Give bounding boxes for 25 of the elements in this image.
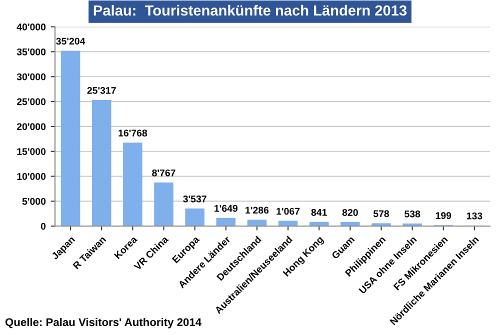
chart-title: Palau: Touristenankünfte nach Ländern 2013 (94, 4, 407, 16)
data-label: 8'767 (152, 169, 176, 176)
y-tick-label: 35'000 (16, 48, 46, 56)
data-label: 820 (342, 209, 358, 216)
data-label: 538 (404, 210, 420, 218)
data-label: 841 (311, 208, 327, 216)
data-label: 578 (373, 210, 390, 218)
y-tick-label: 5'000 (22, 198, 46, 205)
y-tick-label: 25'000 (16, 98, 46, 106)
data-label: 16'768 (118, 130, 148, 136)
data-label: 1'067 (276, 208, 300, 215)
y-tick-label: 0 (40, 222, 46, 230)
data-label: 1'649 (214, 204, 238, 212)
y-tick-label: 20'000 (16, 123, 46, 130)
data-label: 133 (466, 212, 482, 220)
y-tick-label: 40'000 (16, 24, 46, 30)
y-tick-label: 30'000 (16, 73, 46, 80)
data-label: 35'204 (56, 38, 86, 45)
source-note: Quelle: Palau Visitors' Authority 2014 (5, 318, 202, 328)
y-tick-label: 15'000 (17, 148, 46, 155)
data-label: 3'537 (183, 196, 206, 202)
y-tick-label: 10'000 (17, 173, 46, 180)
data-label: 25'317 (87, 86, 116, 94)
data-label: 1'286 (246, 206, 269, 214)
data-label: 199 (436, 212, 452, 220)
